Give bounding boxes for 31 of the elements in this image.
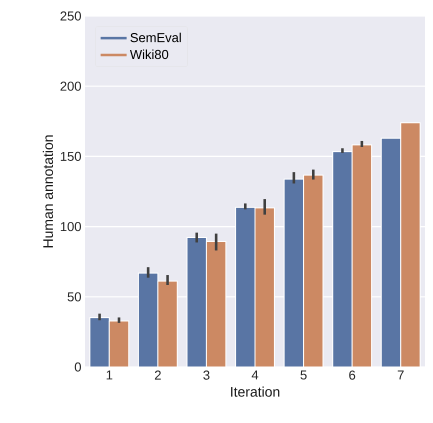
x-tick-label: 7 (398, 370, 404, 380)
x-tick-label: 1 (106, 370, 112, 380)
y-tick-label: 0 (74, 362, 81, 372)
x-tick-label: 4 (252, 370, 258, 380)
x-tick-label: 6 (349, 370, 356, 380)
bar (380, 138, 402, 367)
y-tick-label: 250 (60, 11, 81, 21)
x-axis-title: Iteration (231, 386, 280, 397)
y-tick-label: 100 (60, 222, 81, 232)
y-axis-title: Human annotation (42, 135, 54, 248)
bar (236, 207, 256, 367)
bar (187, 238, 206, 367)
bar (90, 318, 110, 367)
bar (304, 175, 324, 367)
x-tick-label: 2 (154, 370, 161, 380)
y-tick-label: 150 (60, 152, 81, 161)
legend-label: SemEval (130, 32, 181, 42)
bar (158, 281, 178, 367)
legend-label: Wiki80 (130, 50, 168, 60)
bar (109, 320, 129, 367)
bar (255, 208, 274, 367)
x-tick-label: 5 (300, 370, 307, 380)
x-tick-label: 3 (203, 370, 210, 380)
bar (400, 122, 421, 367)
bar (352, 144, 372, 367)
y-tick-label: 200 (60, 82, 81, 91)
bar (284, 179, 304, 367)
bar (332, 152, 352, 367)
bar (138, 273, 158, 367)
bar (206, 241, 226, 367)
y-tick-label: 50 (68, 292, 81, 302)
